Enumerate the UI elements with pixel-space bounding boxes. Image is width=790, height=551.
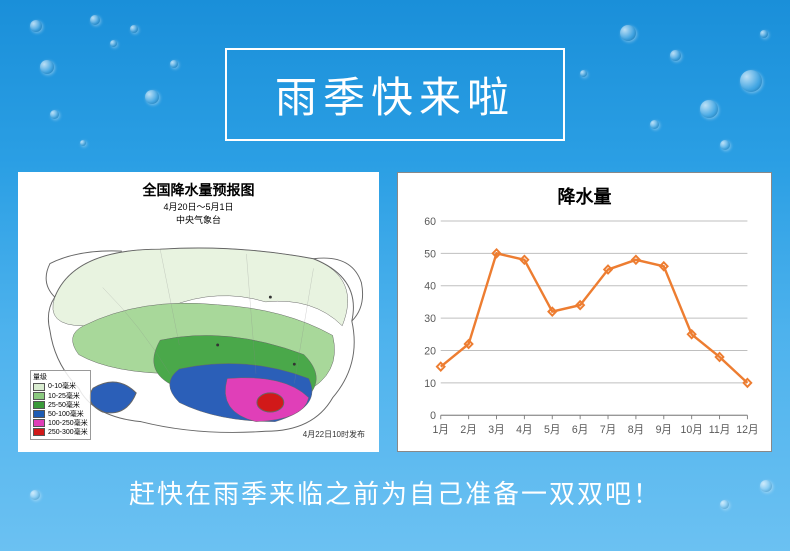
map-footer-note: 4月22日10时发布 xyxy=(303,429,365,440)
water-droplet xyxy=(80,140,86,146)
water-droplet xyxy=(670,50,681,61)
map-subtitle-dates: 4月20日～5月1日 xyxy=(26,200,371,213)
water-droplet xyxy=(50,110,59,119)
svg-text:20: 20 xyxy=(424,345,436,357)
water-droplet xyxy=(30,20,42,32)
water-droplet xyxy=(720,140,730,150)
legend-swatch xyxy=(33,383,45,391)
water-droplet xyxy=(700,100,718,118)
legend-label: 25-50毫米 xyxy=(48,401,80,410)
map-body: 量级 0-10毫米10-25毫米25-50毫米50-100毫米100-250毫米… xyxy=(26,230,371,444)
svg-text:10月: 10月 xyxy=(681,424,703,436)
water-droplet xyxy=(40,60,54,74)
svg-text:40: 40 xyxy=(424,281,436,293)
svg-text:10: 10 xyxy=(424,378,436,390)
chart-panel: 降水量 0 10 20 30 40 50 60 1月 2月 3月 4月 5月 6月 7月 8月 9月 10月 11… xyxy=(397,172,772,452)
svg-text:5月: 5月 xyxy=(544,424,560,436)
legend-label: 250-300毫米 xyxy=(48,428,88,437)
water-droplet xyxy=(145,90,159,104)
legend-swatch xyxy=(33,419,45,427)
legend-swatch xyxy=(33,428,45,436)
svg-text:11月: 11月 xyxy=(709,424,730,436)
svg-text:50: 50 xyxy=(424,248,436,260)
chart-title: 降水量 xyxy=(412,183,757,209)
svg-text:8月: 8月 xyxy=(628,424,644,436)
panels-container: 全国降水量预报图 4月20日～5月1日 中央气象台 xyxy=(18,172,772,452)
legend-label: 100-250毫米 xyxy=(48,419,88,428)
water-droplet xyxy=(130,25,138,33)
precipitation-line-chart: 0 10 20 30 40 50 60 1月 2月 3月 4月 5月 6月 7月 8月 9月 10月 11月 12月 xyxy=(412,215,757,443)
map-title: 全国降水量预报图 xyxy=(26,180,371,200)
water-droplet xyxy=(620,25,636,41)
water-droplet xyxy=(760,30,768,38)
chart-area: 0 10 20 30 40 50 60 1月 2月 3月 4月 5月 6月 7月 8月 9月 10月 11月 12月 xyxy=(412,215,757,443)
legend-row: 250-300毫米 xyxy=(33,428,88,437)
legend-label: 10-25毫米 xyxy=(48,392,80,401)
legend-label: 0-10毫米 xyxy=(48,382,76,391)
page-title: 雨季快来啦 xyxy=(225,48,565,141)
water-droplet xyxy=(650,120,659,129)
svg-text:3月: 3月 xyxy=(488,424,504,436)
legend-swatch xyxy=(33,392,45,400)
legend-swatch xyxy=(33,401,45,409)
water-droplet xyxy=(580,70,587,77)
water-droplet xyxy=(110,40,117,47)
svg-text:30: 30 xyxy=(424,313,436,325)
water-droplet xyxy=(170,60,178,68)
water-droplet xyxy=(740,70,762,92)
svg-text:1月: 1月 xyxy=(433,424,449,436)
legend-label: 50-100毫米 xyxy=(48,410,84,419)
svg-text:9月: 9月 xyxy=(656,424,672,436)
map-legend: 量级 0-10毫米10-25毫米25-50毫米50-100毫米100-250毫米… xyxy=(30,370,91,440)
legend-row: 0-10毫米 xyxy=(33,382,88,391)
legend-row: 25-50毫米 xyxy=(33,401,88,410)
bottom-cta-text: 赶快在雨季来临之前为自己准备一双双吧！ xyxy=(0,474,790,511)
svg-text:4月: 4月 xyxy=(516,424,532,436)
legend-row: 100-250毫米 xyxy=(33,419,88,428)
svg-text:60: 60 xyxy=(424,216,436,228)
legend-header: 量级 xyxy=(33,373,88,382)
legend-row: 10-25毫米 xyxy=(33,392,88,401)
svg-text:7月: 7月 xyxy=(600,424,616,436)
svg-text:6月: 6月 xyxy=(572,424,588,436)
map-panel: 全国降水量预报图 4月20日～5月1日 中央气象台 xyxy=(18,172,379,452)
svg-text:12月: 12月 xyxy=(736,424,757,436)
svg-text:0: 0 xyxy=(430,410,436,422)
svg-text:2月: 2月 xyxy=(460,424,476,436)
legend-row: 50-100毫米 xyxy=(33,410,88,419)
water-droplet xyxy=(90,15,100,25)
map-subtitle-source: 中央气象台 xyxy=(26,213,371,226)
legend-swatch xyxy=(33,410,45,418)
